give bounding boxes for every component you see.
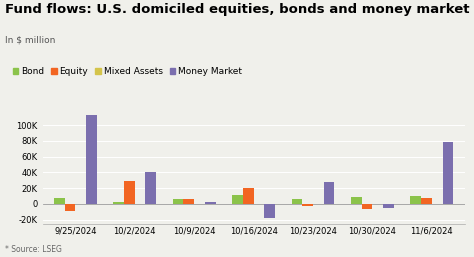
Bar xyxy=(443,142,453,204)
Bar xyxy=(243,188,254,204)
Bar xyxy=(183,199,194,204)
Bar xyxy=(113,201,124,204)
Bar xyxy=(124,181,135,204)
Bar xyxy=(86,115,97,204)
Bar xyxy=(292,199,302,204)
Text: * Source: LSEG: * Source: LSEG xyxy=(5,245,62,254)
Bar xyxy=(410,196,421,204)
Bar xyxy=(64,204,75,211)
Bar xyxy=(362,204,373,209)
Bar xyxy=(232,195,243,204)
Bar xyxy=(264,204,275,218)
Bar xyxy=(421,198,432,204)
Text: Fund flows: U.S. domiciled equities, bonds and money market funds: Fund flows: U.S. domiciled equities, bon… xyxy=(5,3,474,16)
Bar xyxy=(146,172,156,204)
Bar xyxy=(324,182,334,204)
Bar xyxy=(351,197,362,204)
Bar xyxy=(54,198,64,204)
Text: In $ million: In $ million xyxy=(5,36,55,45)
Legend: Bond, Equity, Mixed Assets, Money Market: Bond, Equity, Mixed Assets, Money Market xyxy=(9,64,246,80)
Bar xyxy=(302,204,313,206)
Bar xyxy=(173,199,183,204)
Bar xyxy=(383,204,394,208)
Bar xyxy=(205,201,216,204)
